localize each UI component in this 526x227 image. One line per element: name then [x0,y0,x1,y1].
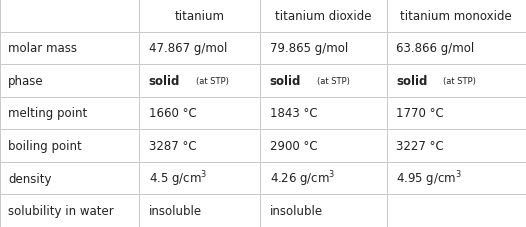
Text: 1843 °C: 1843 °C [270,107,318,120]
Text: (at STP): (at STP) [317,76,349,86]
Text: (at STP): (at STP) [443,76,476,86]
Text: 63.866 g/mol: 63.866 g/mol [396,42,474,55]
Text: 2900 °C: 2900 °C [270,139,318,152]
Text: 4.26 g/cm$^3$: 4.26 g/cm$^3$ [270,169,335,188]
Text: phase: phase [8,75,44,88]
Text: melting point: melting point [8,107,87,120]
Text: 79.865 g/mol: 79.865 g/mol [270,42,348,55]
Text: 1660 °C: 1660 °C [149,107,197,120]
Text: 3287 °C: 3287 °C [149,139,197,152]
Text: titanium: titanium [175,10,225,23]
Text: 47.867 g/mol: 47.867 g/mol [149,42,227,55]
Text: 3227 °C: 3227 °C [396,139,444,152]
Text: molar mass: molar mass [8,42,77,55]
Text: insoluble: insoluble [149,204,202,217]
Text: solubility in water: solubility in water [8,204,114,217]
Text: titanium monoxide: titanium monoxide [400,10,512,23]
Text: insoluble: insoluble [270,204,323,217]
Text: boiling point: boiling point [8,139,82,152]
Text: solid: solid [396,75,428,88]
Text: (at STP): (at STP) [196,76,228,86]
Text: solid: solid [270,75,301,88]
Text: solid: solid [149,75,180,88]
Text: density: density [8,172,52,185]
Text: titanium dioxide: titanium dioxide [275,10,372,23]
Text: 1770 °C: 1770 °C [396,107,444,120]
Text: 4.95 g/cm$^3$: 4.95 g/cm$^3$ [396,169,462,188]
Text: 4.5 g/cm$^3$: 4.5 g/cm$^3$ [149,169,207,188]
